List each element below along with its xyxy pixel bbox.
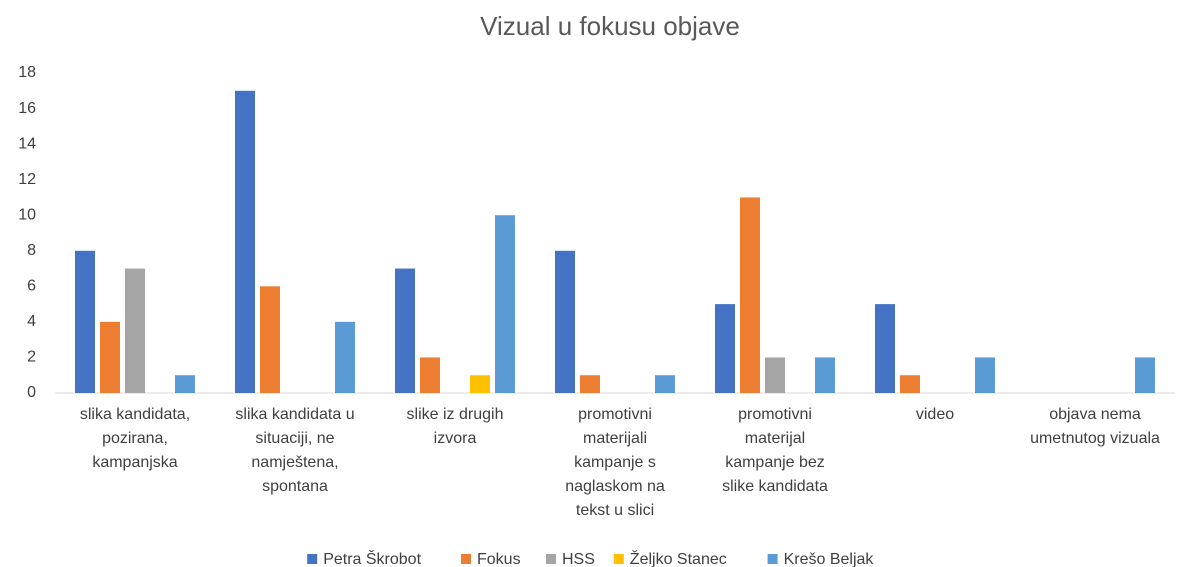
- bar: [875, 304, 895, 393]
- y-tick-label: 6: [27, 278, 36, 295]
- bar: [655, 375, 675, 393]
- bar: [815, 357, 835, 393]
- bar: [235, 90, 255, 394]
- bar: [260, 286, 280, 393]
- bar: [175, 375, 195, 393]
- chart-title: Vizual u fokusu objave: [480, 11, 740, 41]
- legend-label: Petra Škrobot: [323, 549, 421, 567]
- y-tick-label: 10: [18, 206, 36, 223]
- y-tick-label: 14: [18, 135, 36, 152]
- bar: [715, 304, 735, 393]
- legend-label: Fokus: [477, 551, 521, 567]
- bar: [555, 250, 575, 393]
- bar: [470, 375, 490, 393]
- y-tick-label: 12: [18, 171, 36, 188]
- bar: [975, 357, 995, 393]
- bar: [900, 375, 920, 393]
- bar: [100, 321, 120, 393]
- legend-swatch: [461, 554, 471, 564]
- legend-swatch: [546, 554, 556, 564]
- y-tick-label: 16: [18, 100, 36, 117]
- legend-swatch: [613, 554, 624, 564]
- x-tick-label: promotivni materijal kampanje bez slike …: [722, 406, 828, 495]
- bar: [580, 375, 600, 393]
- bar: [125, 268, 145, 393]
- bar: [765, 357, 785, 393]
- legend-swatch: [307, 554, 318, 564]
- y-tick-label: 8: [27, 242, 36, 259]
- bar: [75, 250, 95, 393]
- bar: [335, 321, 355, 393]
- legend-label: Željko Stanec: [630, 549, 727, 567]
- bar: [420, 357, 440, 393]
- bar: [495, 215, 515, 393]
- x-tick-label: slika kandidata u situaciji, ne namješte…: [235, 406, 355, 495]
- y-tick-label: 4: [27, 313, 36, 330]
- bar: [395, 268, 415, 393]
- x-tick-label: slike iz drugih izvora: [406, 406, 504, 447]
- legend-label: Krešo Beljak: [784, 551, 875, 567]
- legend-swatch: [767, 554, 778, 564]
- y-tick-label: 0: [27, 384, 36, 401]
- x-tick-label: promotivni materijali kampanje s naglask…: [565, 406, 665, 519]
- x-tick-label: objava nema umetnutog vizuala: [1030, 406, 1160, 447]
- y-tick-label: 18: [18, 64, 36, 81]
- bar: [1135, 357, 1155, 393]
- legend-label: HSS: [562, 551, 595, 567]
- x-tick-label: video: [915, 406, 955, 423]
- bar: [740, 197, 760, 393]
- x-tick-label: slika kandidata, pozirana, kampanjska: [79, 406, 191, 471]
- y-tick-label: 2: [27, 349, 36, 366]
